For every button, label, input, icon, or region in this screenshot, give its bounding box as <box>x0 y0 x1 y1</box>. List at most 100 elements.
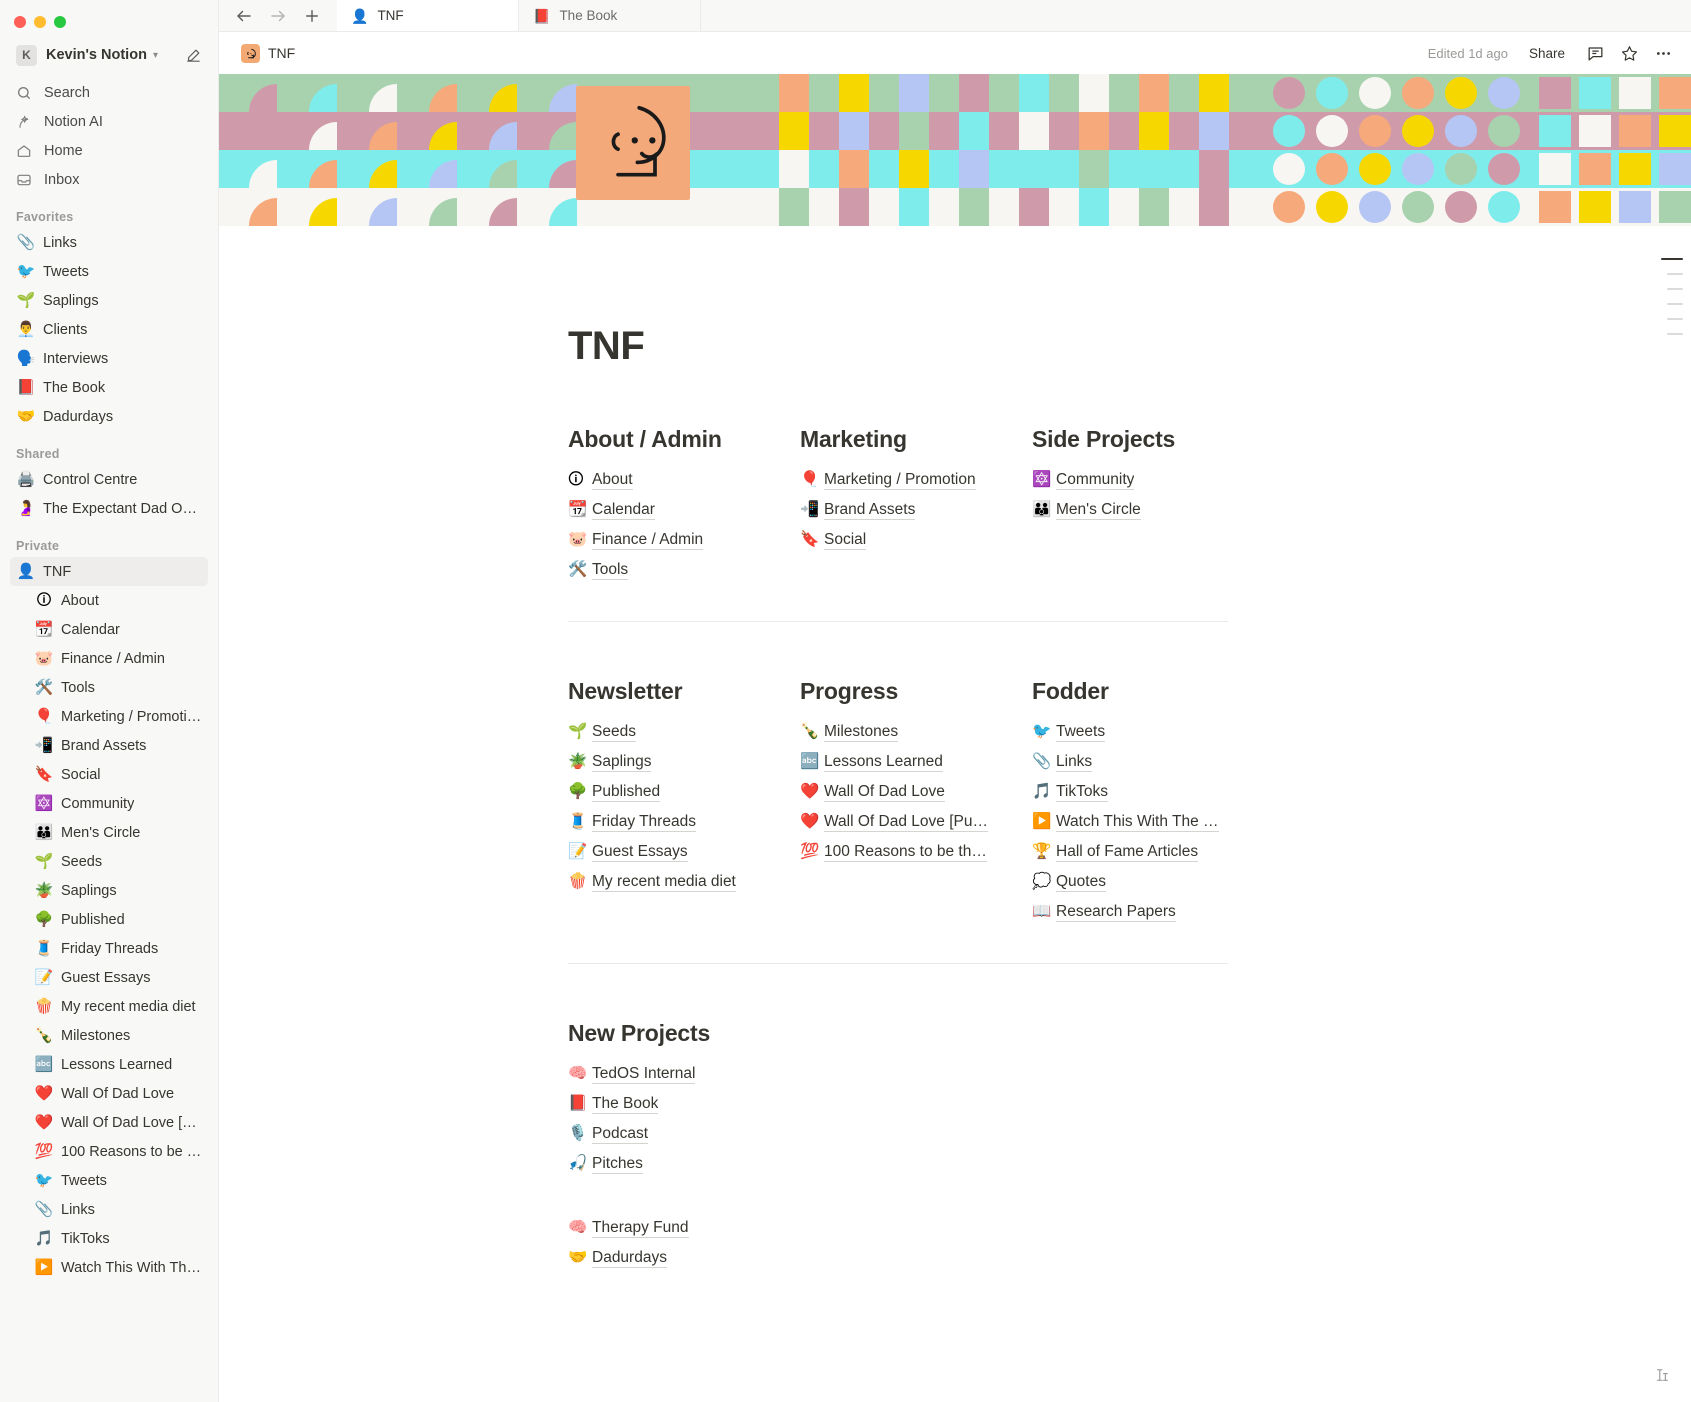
page-link-tedos-internal[interactable]: 🧠 TedOS Internal <box>568 1059 1528 1089</box>
page-link-dadurdays[interactable]: 🤝 Dadurdays <box>568 1243 1528 1273</box>
sidebar-item-saplings[interactable]: 🪴 Saplings <box>10 876 208 905</box>
sidebar-item-wall-of-dad-love[interactable]: ❤️ Wall Of Dad Love <box>10 1079 208 1108</box>
page-link-research-papers[interactable]: 📖 Research Papers <box>1032 897 1268 927</box>
page-link-therapy-fund[interactable]: 🧠 Therapy Fund <box>568 1213 1528 1243</box>
tab-tnf[interactable]: 👤 TNF <box>337 0 519 31</box>
page-link-milestones[interactable]: 🍾 Milestones <box>800 717 1032 747</box>
sidebar-item-community[interactable]: 🔯 Community <box>10 789 208 818</box>
sidebar-item-tnf[interactable]: 👤 TNF <box>10 557 208 586</box>
page-link-brand-assets[interactable]: 📲 Brand Assets <box>800 495 1032 525</box>
sidebar-item-saplings[interactable]: 🌱 Saplings <box>10 286 208 315</box>
maximize-window-button[interactable] <box>54 16 66 28</box>
sidebar-item-watch-with-kids[interactable]: ▶️ Watch This With The Kids <box>10 1253 208 1282</box>
page-link-saplings[interactable]: 🪴 Saplings <box>568 747 800 777</box>
sidebar-item-the-book[interactable]: 📕 The Book <box>10 373 208 402</box>
sidebar-item-friday-threads[interactable]: 🧵 Friday Threads <box>10 934 208 963</box>
page-link-friday-threads[interactable]: 🧵 Friday Threads <box>568 807 800 837</box>
page-link-wall-of-dad-love[interactable]: ❤️ Wall Of Dad Love <box>800 777 1032 807</box>
page-link-lessons-learned[interactable]: 🔤 Lessons Learned <box>800 747 1032 777</box>
workspace-switcher[interactable]: K Kevin's Notion ▾ <box>10 38 208 72</box>
breadcrumb[interactable]: TNF <box>235 41 301 66</box>
sidebar-item-finance-admin[interactable]: 🐷 Finance / Admin <box>10 644 208 673</box>
page-link-mens-circle[interactable]: 👪 Men's Circle <box>1032 495 1264 525</box>
toc-indicator[interactable] <box>1667 288 1683 290</box>
page-link-marketing-promotion[interactable]: 🎈 Marketing / Promotion <box>800 465 1032 495</box>
forward-icon[interactable] <box>269 7 287 25</box>
sidebar-item-inbox[interactable]: Inbox <box>10 165 208 194</box>
sidebar-item-links[interactable]: 📎 Links <box>10 228 208 257</box>
sidebar-item-brand-assets[interactable]: 📲 Brand Assets <box>10 731 208 760</box>
page-link-calendar[interactable]: 📆 Calendar <box>568 495 800 525</box>
sidebar-item-published[interactable]: 🌳 Published <box>10 905 208 934</box>
sidebar-item-label: Seeds <box>61 853 103 870</box>
sidebar-item-clients[interactable]: 👨‍💼 Clients <box>10 315 208 344</box>
page-link-social[interactable]: 🔖 Social <box>800 525 1032 555</box>
sidebar-item-social[interactable]: 🔖 Social <box>10 760 208 789</box>
minimize-window-button[interactable] <box>34 16 46 28</box>
sidebar-item-calendar[interactable]: 📆 Calendar <box>10 615 208 644</box>
sidebar-item-tweets[interactable]: 🐦 Tweets <box>10 1166 208 1195</box>
page-link-tweets[interactable]: 🐦 Tweets <box>1032 717 1268 747</box>
sidebar-item-guest-essays[interactable]: 📝 Guest Essays <box>10 963 208 992</box>
toc-indicator[interactable] <box>1667 273 1683 275</box>
toc-indicator[interactable] <box>1667 318 1683 320</box>
sidebar-item-tiktoks[interactable]: 🎵 TikToks <box>10 1224 208 1253</box>
sidebar-item-search[interactable]: Search <box>10 78 208 107</box>
page-link-wall-of-dad-love-public[interactable]: ❤️ Wall Of Dad Love [Pu… <box>800 807 1032 837</box>
page-link-guest-essays[interactable]: 📝 Guest Essays <box>568 837 800 867</box>
sidebar-item-wall-of-dad-love-public[interactable]: ❤️ Wall Of Dad Love [Public] <box>10 1108 208 1137</box>
sidebar-item-100-reasons[interactable]: 💯 100 Reasons to be than… <box>10 1137 208 1166</box>
sidebar-item-home[interactable]: Home <box>10 136 208 165</box>
back-icon[interactable] <box>235 7 253 25</box>
sidebar-item-milestones[interactable]: 🍾 Milestones <box>10 1021 208 1050</box>
sidebar-item-about[interactable]: 🛈 About <box>10 586 208 615</box>
sidebar-item-dadurdays[interactable]: 🤝 Dadurdays <box>10 402 208 431</box>
page-link-the-book[interactable]: 📕 The Book <box>568 1089 1528 1119</box>
comment-icon[interactable] <box>1586 44 1605 63</box>
heart-pin-icon: ❤️ <box>34 1114 54 1131</box>
page-link-podcast[interactable]: 🎙️ Podcast <box>568 1119 1528 1149</box>
more-icon[interactable] <box>1654 44 1673 63</box>
sidebar-item-seeds[interactable]: 🌱 Seeds <box>10 847 208 876</box>
new-page-icon[interactable] <box>185 47 202 64</box>
page-icon[interactable] <box>576 86 690 200</box>
page-link-pitches[interactable]: 🎣 Pitches <box>568 1149 1528 1179</box>
sidebar-item-notion-ai[interactable]: Notion AI <box>10 107 208 136</box>
page-link-community[interactable]: 🔯 Community <box>1032 465 1264 495</box>
page-link-published[interactable]: 🌳 Published <box>568 777 800 807</box>
toc-indicator-active[interactable] <box>1661 258 1683 260</box>
page-link-tiktoks[interactable]: 🎵 TikToks <box>1032 777 1268 807</box>
toc-indicator[interactable] <box>1667 303 1683 305</box>
pregnant-person-icon: 🤰 <box>16 500 36 517</box>
page-link-watch-with-kids[interactable]: ▶️ Watch This With The … <box>1032 807 1268 837</box>
sidebar-item-media-diet[interactable]: 🍿 My recent media diet <box>10 992 208 1021</box>
page-link-quotes[interactable]: 💭 Quotes <box>1032 867 1268 897</box>
sidebar-item-interviews[interactable]: 🗣️ Interviews <box>10 344 208 373</box>
close-window-button[interactable] <box>14 16 26 28</box>
sidebar-item-mens-circle[interactable]: 👪 Men's Circle <box>10 818 208 847</box>
page-link-tools[interactable]: 🛠️ Tools <box>568 555 800 585</box>
tab-the-book[interactable]: 📕 The Book <box>519 0 701 31</box>
page-link-100-reasons[interactable]: 💯 100 Reasons to be th… <box>800 837 1032 867</box>
sidebar-item-tools[interactable]: 🛠️ Tools <box>10 673 208 702</box>
sidebar-item-lessons-learned[interactable]: 🔤 Lessons Learned <box>10 1050 208 1079</box>
page-link-about[interactable]: 🛈 About <box>568 465 800 495</box>
sidebar-item-control-centre[interactable]: 🖨️ Control Centre <box>10 465 208 494</box>
new-tab-icon[interactable] <box>303 7 321 25</box>
sidebar-item-links[interactable]: 📎 Links <box>10 1195 208 1224</box>
page-link-seeds[interactable]: 🌱 Seeds <box>568 717 800 747</box>
page-link-links[interactable]: 📎 Links <box>1032 747 1268 777</box>
page-title[interactable]: TNF <box>568 324 645 368</box>
page-cover-image[interactable] <box>219 74 1691 226</box>
sidebar-item-expectant-dad[interactable]: 🤰 The Expectant Dad Oper… <box>10 494 208 523</box>
share-button[interactable]: Share <box>1528 45 1565 61</box>
page-link-hall-of-fame[interactable]: 🏆 Hall of Fame Articles <box>1032 837 1268 867</box>
table-of-contents-rail[interactable] <box>1661 258 1683 335</box>
toc-indicator[interactable] <box>1667 333 1683 335</box>
star-icon[interactable] <box>1620 44 1639 63</box>
page-link-finance-admin[interactable]: 🐷 Finance / Admin <box>568 525 800 555</box>
help-button[interactable] <box>1649 1362 1675 1388</box>
sidebar-item-marketing-promotion[interactable]: 🎈 Marketing / Promotion <box>10 702 208 731</box>
page-link-media-diet[interactable]: 🍿 My recent media diet <box>568 867 800 897</box>
sidebar-item-tweets[interactable]: 🐦 Tweets <box>10 257 208 286</box>
